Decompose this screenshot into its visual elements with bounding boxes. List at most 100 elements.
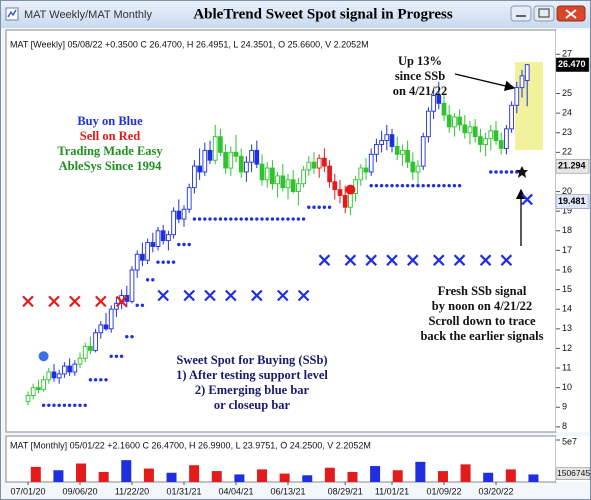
candle-body xyxy=(212,136,218,161)
volume-bar xyxy=(98,471,109,482)
support-dot xyxy=(145,278,150,282)
x-tick-label: 08/29/21 xyxy=(328,486,363,496)
support-dot xyxy=(447,183,451,188)
signal-x xyxy=(277,289,289,302)
y-tick-label: 27 xyxy=(562,49,572,59)
candle-body xyxy=(290,179,296,193)
annotation: 1) After testing support level xyxy=(176,368,328,382)
candle-body xyxy=(140,253,145,261)
annotation: Scroll down to trace xyxy=(428,314,535,328)
support-dot xyxy=(67,403,72,407)
support-dot xyxy=(197,217,202,221)
x-tick-label: 01/31/21 xyxy=(166,486,201,496)
volume-bar xyxy=(392,470,403,482)
support-dot xyxy=(171,260,176,264)
candle-body xyxy=(368,153,374,173)
annotation: on 4/21/22 xyxy=(393,84,448,98)
support-dot xyxy=(177,242,181,247)
support-dot xyxy=(327,205,332,209)
x-tick-label: 09/06/20 xyxy=(62,486,97,496)
support-dot xyxy=(119,354,124,358)
support-dot xyxy=(187,242,191,247)
candle-body xyxy=(202,149,208,173)
y-tick-label: 9 xyxy=(562,402,567,412)
support-dot xyxy=(452,183,457,188)
support-dot xyxy=(431,183,436,188)
candle-body xyxy=(498,140,504,149)
candle-body xyxy=(389,134,395,147)
candle-body xyxy=(25,395,31,402)
support-dot xyxy=(208,217,212,221)
signal-x xyxy=(115,295,128,308)
candle-body xyxy=(108,308,114,330)
window-tab[interactable]: MAT Weekly/MAT Monthly xyxy=(24,9,152,21)
annotation: Up 13% xyxy=(398,54,442,68)
candle-body xyxy=(72,363,78,373)
price-axis-strip xyxy=(556,30,589,432)
support-dot xyxy=(203,217,207,221)
support-dot xyxy=(192,217,197,221)
support-dot xyxy=(312,205,316,209)
candle-body xyxy=(275,175,280,185)
y-tick-label: 10 xyxy=(562,382,572,392)
candle-body xyxy=(41,379,46,391)
support-dot xyxy=(457,183,462,188)
candle-body xyxy=(316,157,322,169)
x-tick-label: 03/20/22 xyxy=(478,486,513,496)
support-dot xyxy=(114,354,119,358)
candle-body xyxy=(410,161,416,173)
candle-body xyxy=(155,230,161,247)
volume-bar xyxy=(437,471,448,482)
signal-x xyxy=(183,289,195,302)
support-dot xyxy=(265,217,269,221)
support-dot xyxy=(109,354,113,358)
candle-body xyxy=(62,365,67,375)
candle-body xyxy=(348,193,353,208)
volume-bar xyxy=(121,460,132,482)
support-dot xyxy=(151,278,155,282)
y-tick-label: 15 xyxy=(562,284,572,294)
support-dot xyxy=(379,183,384,188)
volume-bar xyxy=(415,461,426,482)
y-tick-label: 16 xyxy=(562,264,572,274)
window-buttons[interactable] xyxy=(510,5,586,22)
candle-body xyxy=(88,346,93,351)
support-dot xyxy=(369,183,373,188)
price-label-box xyxy=(555,158,590,174)
candle-body xyxy=(431,95,436,112)
support-dot xyxy=(400,183,405,188)
candle-body xyxy=(493,130,499,142)
volume-bar xyxy=(76,463,87,482)
support-dot xyxy=(99,378,103,382)
volume-bar xyxy=(347,471,358,482)
candle-body xyxy=(420,136,426,167)
candle-body xyxy=(285,179,291,189)
title-bar xyxy=(1,1,590,28)
support-dot xyxy=(509,170,514,174)
candle-body xyxy=(134,253,140,271)
price-header: MAT [Weekly] 05/08/22 +0.3500 C 26.4700,… xyxy=(10,39,369,49)
candle-body xyxy=(472,126,478,138)
volume-bar xyxy=(143,468,154,482)
support-dot xyxy=(41,403,46,407)
x-tick-label: 11/22/20 xyxy=(115,486,149,496)
candle-body xyxy=(337,189,343,196)
annotation: Sweet Spot for Buying (SSb) xyxy=(176,353,327,367)
volume-bar xyxy=(483,472,494,482)
candle-body xyxy=(171,210,176,236)
y-tick-label: 13 xyxy=(562,323,572,333)
candle-body xyxy=(259,163,265,181)
signal-x xyxy=(386,254,398,266)
support-dot xyxy=(57,403,61,407)
volume-bar xyxy=(234,474,245,482)
candle-body xyxy=(93,332,98,351)
annotation: back the earlier signals xyxy=(420,329,543,343)
volume-label-box xyxy=(555,467,591,480)
y-tick-label: 11 xyxy=(562,362,571,372)
candle-body xyxy=(483,138,488,145)
candle-body xyxy=(296,183,301,193)
support-dot xyxy=(307,205,311,209)
support-dot xyxy=(83,403,87,407)
candle-body xyxy=(244,161,249,173)
candle-body xyxy=(197,165,202,173)
